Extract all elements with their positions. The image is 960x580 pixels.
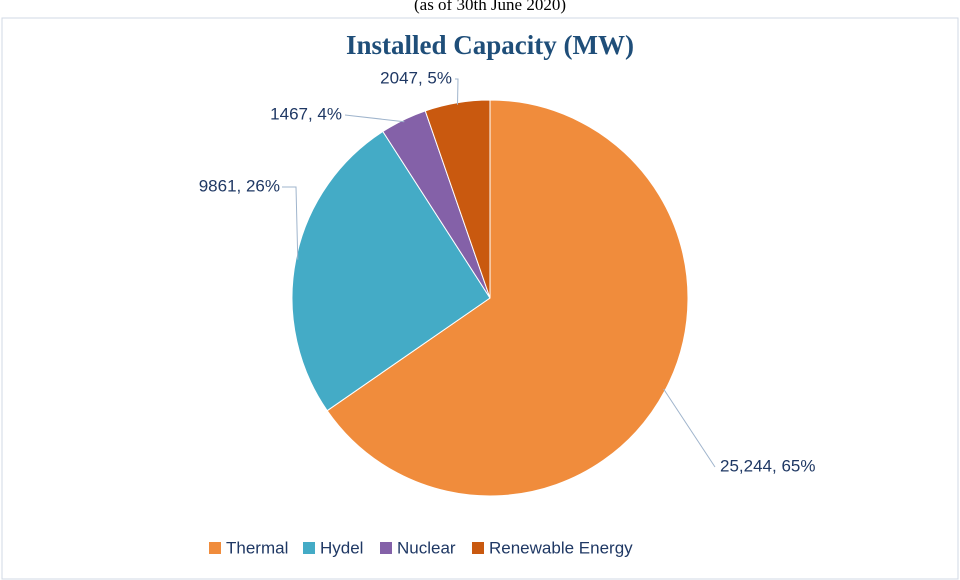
chart-subtitle: (as of 30th June 2020)	[414, 0, 566, 14]
data-label: 1467, 4%	[270, 104, 342, 123]
legend-label: Hydel	[320, 538, 363, 557]
legend-label: Thermal	[226, 538, 288, 557]
legend-label: Nuclear	[397, 538, 456, 557]
data-label: 2047, 5%	[380, 68, 452, 87]
data-label: 25,244, 65%	[720, 456, 815, 475]
pie-slice	[291, 130, 491, 412]
legend-swatch	[209, 542, 221, 554]
chart-title: Installed Capacity (MW)	[346, 30, 634, 60]
leader-line	[282, 186, 299, 260]
data-label: 9861, 26%	[199, 176, 280, 195]
legend-swatch	[303, 542, 315, 554]
leader-line	[455, 78, 459, 105]
pie-slice	[326, 99, 689, 497]
legend-label: Renewable Energy	[489, 538, 633, 557]
leader-line	[663, 388, 716, 468]
leader-line	[344, 114, 405, 123]
legend-swatch	[380, 542, 392, 554]
legend-swatch	[472, 542, 484, 554]
